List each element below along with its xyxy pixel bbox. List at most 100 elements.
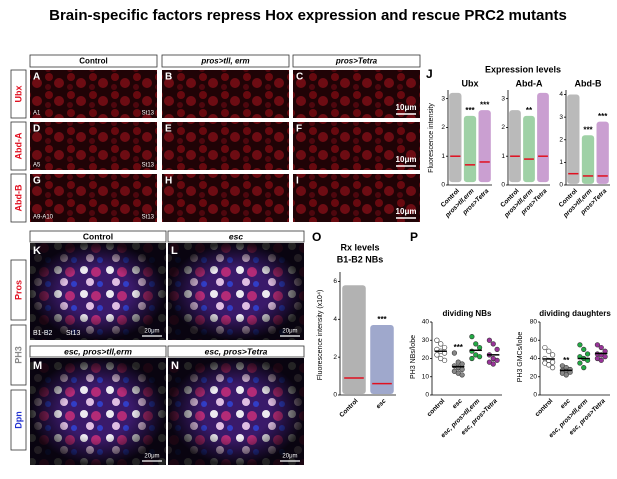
column-header: Control bbox=[79, 57, 107, 66]
y-tick-label: 60 bbox=[530, 337, 538, 344]
y-tick-label: 10 bbox=[422, 373, 430, 380]
data-point bbox=[490, 361, 496, 367]
scale-label: 20μm bbox=[144, 329, 159, 335]
data-point bbox=[459, 372, 465, 378]
column-header-box bbox=[292, 54, 421, 68]
data-point bbox=[477, 354, 483, 360]
panel-letter: F bbox=[296, 124, 302, 135]
data-point bbox=[594, 342, 601, 348]
data-point bbox=[549, 352, 556, 358]
panel-letter: I bbox=[296, 176, 299, 187]
panel-letter: P bbox=[410, 230, 418, 244]
chart-title: dividing daughters bbox=[539, 309, 611, 318]
y-tick-label: 4 bbox=[559, 91, 563, 98]
scale-label: 10μm bbox=[396, 155, 417, 164]
significance: *** bbox=[465, 106, 475, 115]
data-point bbox=[581, 365, 587, 371]
data-spread bbox=[478, 110, 491, 183]
y-tick-label: 20 bbox=[422, 355, 430, 362]
y-tick-label: 1 bbox=[501, 153, 505, 160]
data-point bbox=[490, 341, 496, 347]
region-label: B1-B2 bbox=[33, 330, 53, 337]
micrograph-shade bbox=[168, 358, 304, 465]
scale-label: 20μm bbox=[282, 329, 297, 335]
significance: *** bbox=[598, 112, 608, 121]
data-point bbox=[563, 372, 569, 378]
channel-label: PH3 bbox=[13, 346, 23, 364]
scale-label: 20μm bbox=[144, 454, 159, 460]
channel-label: Dpn bbox=[13, 411, 23, 429]
stage-label: St13 bbox=[142, 163, 155, 169]
x-tick-label: control bbox=[534, 398, 555, 419]
channel-label-box bbox=[10, 259, 27, 321]
micrograph-shade bbox=[30, 358, 166, 465]
row-label-box bbox=[10, 121, 27, 171]
y-tick-label: 3 bbox=[559, 114, 563, 121]
data-point bbox=[469, 334, 475, 340]
data-point bbox=[581, 346, 587, 352]
stage-label: St13 bbox=[66, 330, 81, 337]
y-tick-label: 6 bbox=[333, 278, 337, 285]
data-spread bbox=[509, 110, 521, 183]
panel-letter: A bbox=[33, 72, 40, 83]
y-axis-label: PH3 GMCs/lobe bbox=[517, 332, 524, 383]
y-tick-label: 2 bbox=[501, 124, 505, 131]
y-tick-label: 0 bbox=[559, 182, 563, 189]
data-point bbox=[542, 344, 548, 351]
significance: *** bbox=[480, 100, 490, 109]
data-spread bbox=[523, 115, 535, 183]
data-point bbox=[598, 357, 604, 363]
data-point bbox=[546, 362, 552, 368]
segment-label: A1 bbox=[33, 111, 41, 117]
micrograph bbox=[30, 174, 157, 222]
data-point bbox=[546, 348, 552, 354]
segment-label: A9-A10 bbox=[33, 215, 54, 221]
channel-label: Pros bbox=[13, 280, 23, 300]
panel-header-box bbox=[29, 230, 167, 243]
chart-title: dividing NBs bbox=[443, 309, 492, 318]
y-tick-label: 80 bbox=[530, 319, 538, 326]
data-spread bbox=[463, 115, 477, 183]
data-point bbox=[451, 350, 458, 356]
micrograph-shade bbox=[168, 243, 304, 340]
micrograph bbox=[293, 70, 420, 118]
data-point bbox=[494, 346, 500, 352]
micrograph bbox=[293, 122, 420, 170]
chart-title: Abd-B bbox=[575, 78, 602, 88]
data-spread bbox=[581, 135, 595, 184]
y-tick-label: 3 bbox=[441, 95, 445, 102]
data-point bbox=[459, 366, 465, 373]
panel-header: esc, pros>tll,erm bbox=[64, 346, 132, 356]
data-point bbox=[577, 342, 583, 348]
y-axis-label: PH3 NBs/lobe bbox=[410, 335, 417, 379]
data-point bbox=[598, 344, 604, 351]
panel-letter: E bbox=[165, 124, 172, 135]
y-tick-label: 0 bbox=[425, 392, 429, 399]
y-tick-label: 30 bbox=[422, 337, 430, 344]
x-tick-label: Control bbox=[338, 398, 359, 419]
segment-label: A5 bbox=[33, 163, 41, 169]
significance: *** bbox=[454, 343, 464, 352]
significance: ** bbox=[563, 356, 570, 365]
y-axis-label: Fluorescence intensity (x10⁴) bbox=[317, 290, 324, 381]
data-point bbox=[486, 337, 493, 343]
y-tick-label: 2 bbox=[333, 354, 337, 361]
x-tick-label: esc bbox=[375, 397, 388, 410]
panel-letter: M bbox=[33, 360, 42, 372]
data-point bbox=[477, 344, 483, 351]
panel-letter: K bbox=[33, 245, 41, 257]
row-label: Abd-A bbox=[13, 132, 23, 159]
panel-title: Rx levels bbox=[340, 242, 379, 252]
y-tick-label: 0 bbox=[441, 182, 445, 189]
panel-letter: N bbox=[171, 360, 179, 372]
row-label: Abd-B bbox=[13, 184, 23, 211]
row-label: Ubx bbox=[13, 85, 23, 102]
panel-letter: C bbox=[296, 72, 303, 83]
panel-letter: D bbox=[33, 124, 40, 135]
row-label-box bbox=[10, 69, 27, 119]
data-spread bbox=[596, 121, 609, 184]
y-tick-label: 2 bbox=[441, 124, 445, 131]
panel-letter: B bbox=[165, 72, 172, 83]
scale-label: 10μm bbox=[396, 207, 417, 216]
